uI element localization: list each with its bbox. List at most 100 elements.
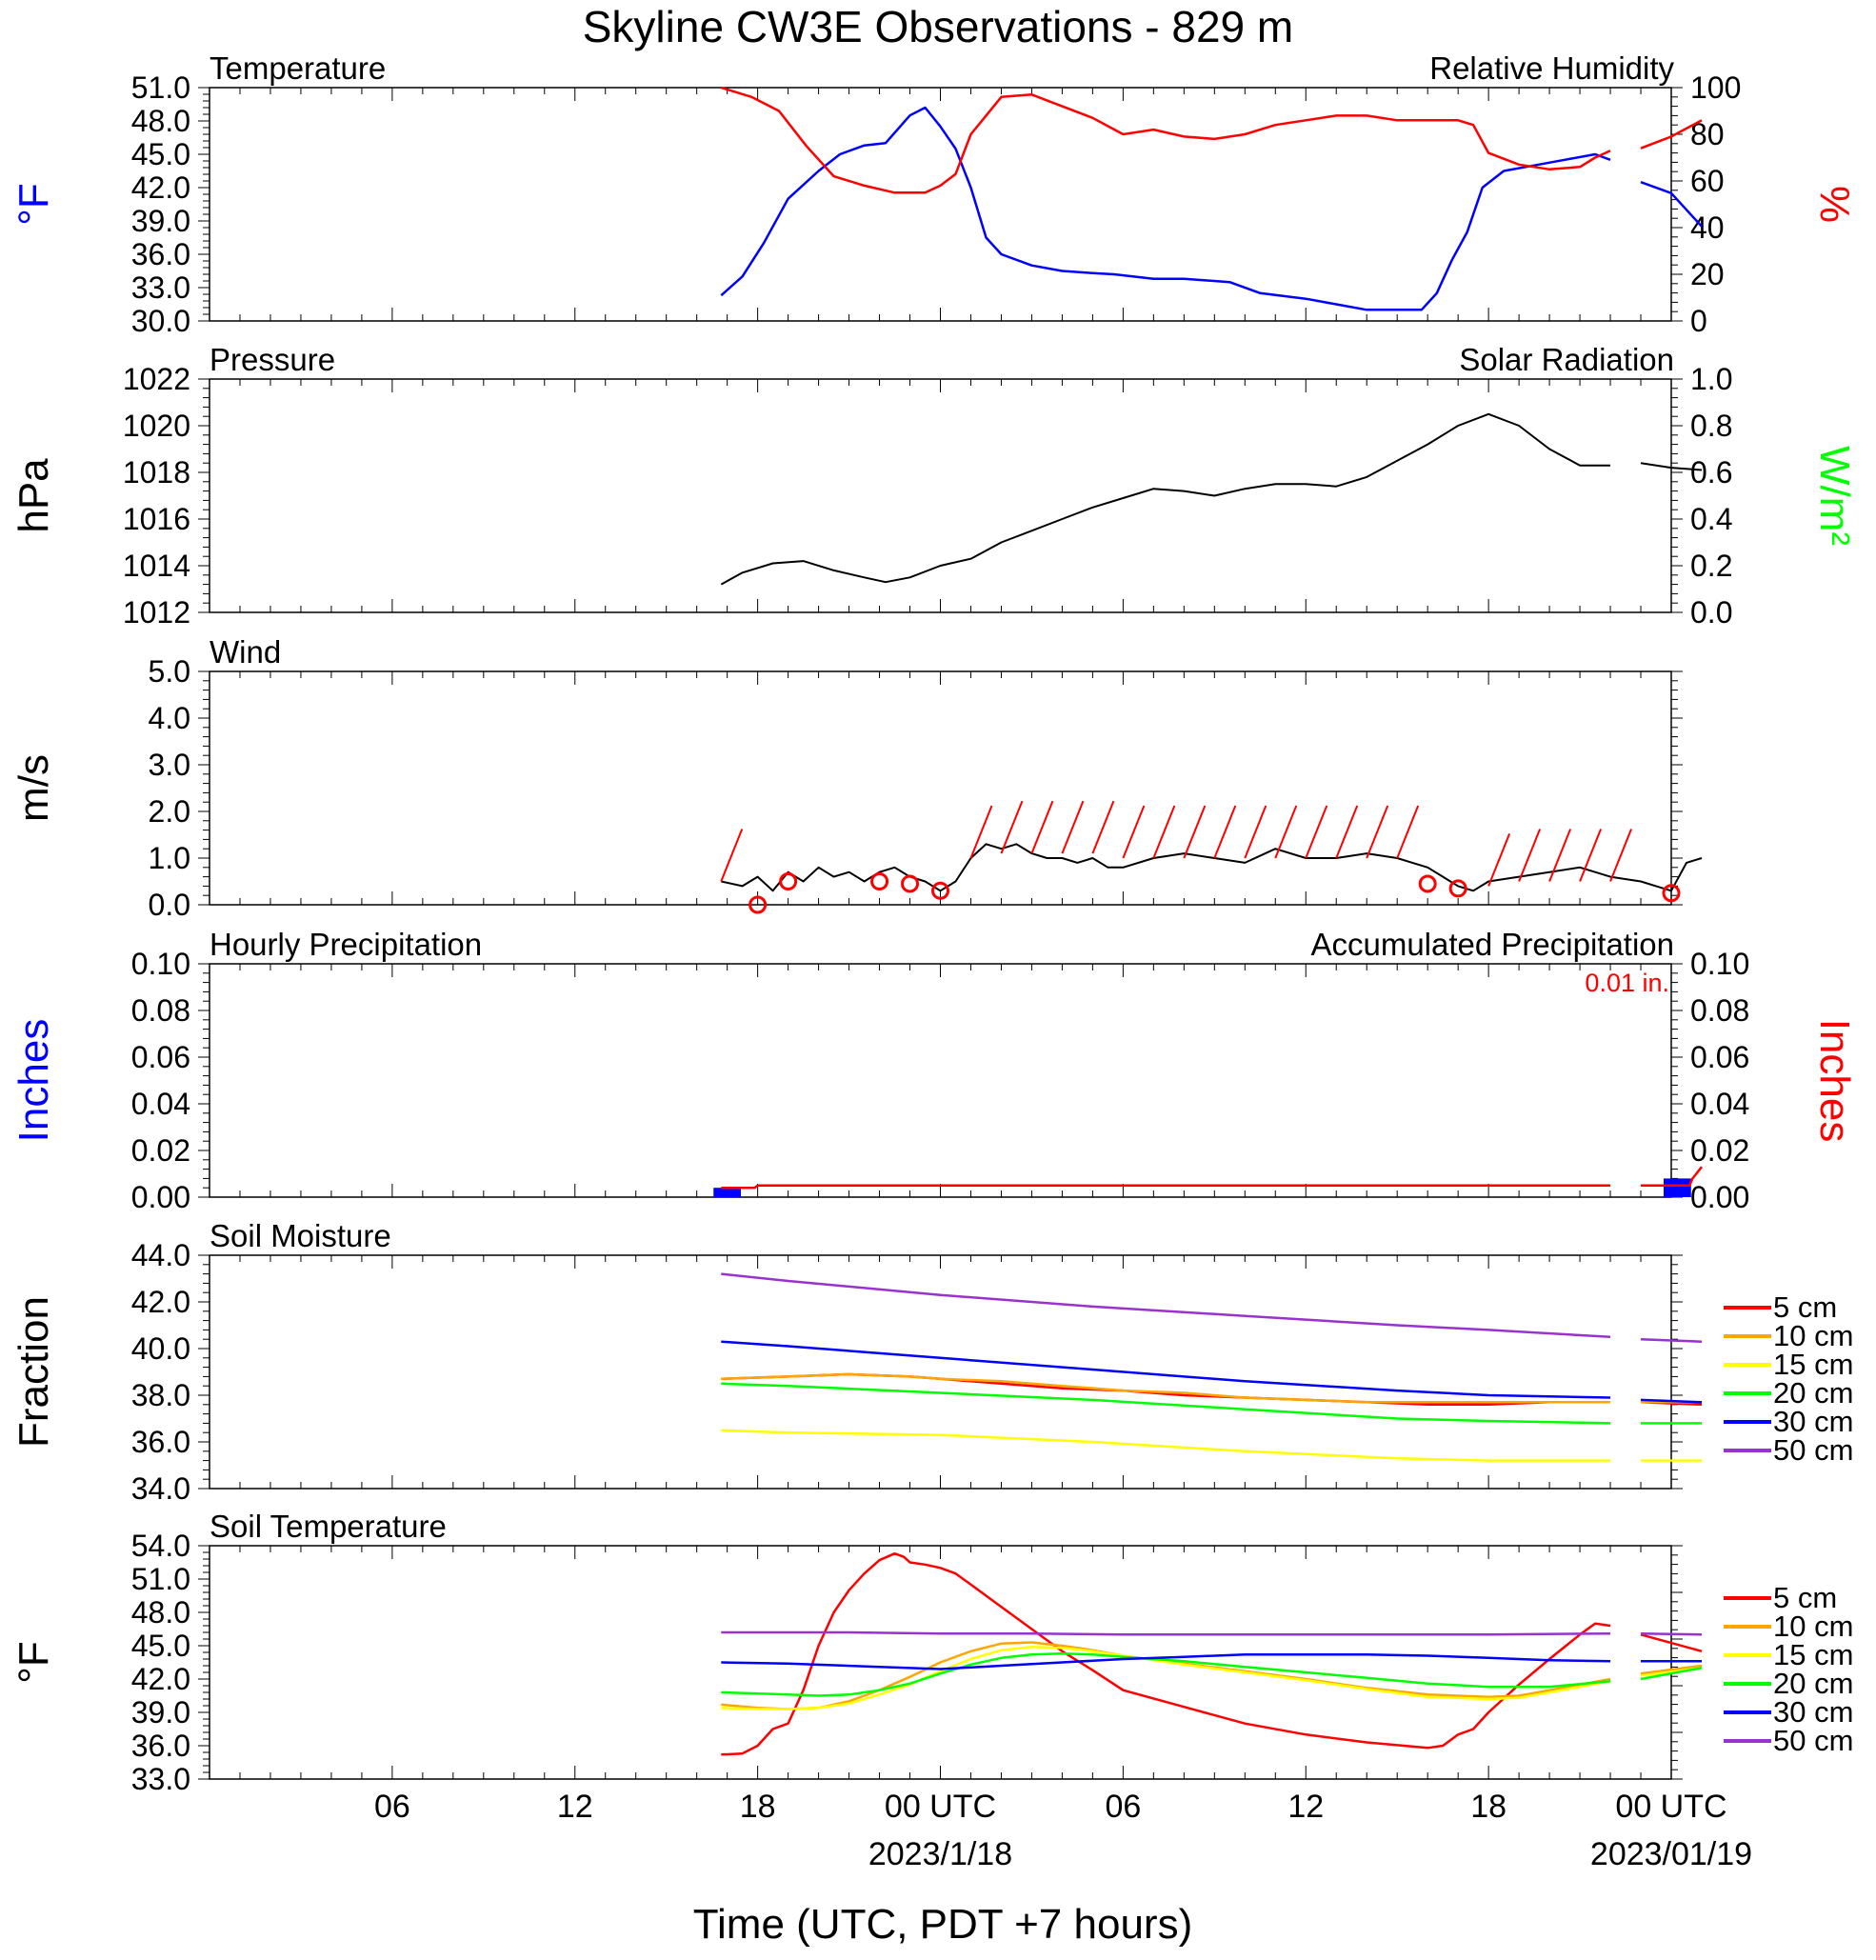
series-50-cm [1640, 1631, 1703, 1636]
y-tick-label: 48.0 [131, 1595, 190, 1630]
y-tick-label: 1016 [123, 502, 190, 536]
y-right-tick-label: 0 [1690, 304, 1707, 338]
y-tick-label: 36.0 [131, 1729, 190, 1763]
x-tick-label: 18 [740, 1789, 776, 1825]
y-axis-label-right: Inches [1811, 1019, 1858, 1143]
series-20-cm [721, 1651, 1611, 1697]
precip-bar [1664, 1178, 1691, 1197]
series-10-cm [721, 1641, 1611, 1710]
plot-frame [209, 670, 1672, 906]
series-5-cm [721, 1551, 1611, 1756]
y-tick-label: 1020 [123, 409, 190, 443]
legend-label: 30 cm [1773, 1695, 1853, 1729]
y-tick-label: 1012 [123, 595, 190, 630]
series-relative-humidity [720, 86, 1611, 194]
wind-direction-barb [1366, 805, 1389, 859]
panel-title-left: Soil Temperature [210, 1509, 447, 1544]
series-10-cm [721, 1372, 1610, 1404]
y-tick-label: 51.0 [131, 70, 190, 105]
panel-pressure: 1012 1014 1016 1018 1020 1022 0.0 0.2 0.4 0.6 0.8 1… [10, 342, 1858, 630]
wind-calm-marker [748, 895, 768, 914]
y-tick-label: 44.0 [131, 1238, 190, 1272]
y-right-tick-label: 0.10 [1690, 947, 1749, 981]
panel-title-left: Pressure [210, 342, 335, 377]
x-tick-date-label: 2023/1/18 [868, 1836, 1012, 1872]
y-tick-label: 33.0 [131, 1762, 190, 1796]
y-tick-label: 30.0 [131, 304, 190, 338]
series-30-cm [721, 1653, 1611, 1670]
wind-direction-barb [1305, 805, 1328, 859]
y-tick-label: 40.0 [131, 1331, 190, 1366]
y-tick-label: 1014 [123, 549, 190, 583]
panel-soil-moisture: 34.0 36.0 38.0 40.0 42.0 44.0 Soil Moisture Fra… [10, 1218, 1853, 1506]
y-right-tick-label: 0.0 [1690, 595, 1732, 630]
legend-label: 15 cm [1773, 1638, 1853, 1671]
wind-calm-marker [1418, 874, 1437, 893]
y-axis-label-left: °F [10, 183, 57, 225]
legend-label: 20 cm [1773, 1667, 1853, 1700]
wind-calm-marker [779, 872, 798, 890]
legend-label: 50 cm [1773, 1433, 1853, 1467]
plot-frame [209, 963, 1672, 1198]
precip-bar [713, 1188, 742, 1197]
series-50-cm [1640, 1337, 1703, 1343]
y-tick-label: 2.0 [149, 794, 190, 829]
y-tick-label: 0.04 [131, 1087, 190, 1121]
y-tick-label: 3.0 [149, 748, 190, 782]
series-50-cm [721, 1630, 1611, 1636]
panel-title-left: Hourly Precipitation [210, 927, 482, 962]
y-right-tick-label: 0.04 [1690, 1087, 1749, 1121]
y-tick-label: 5.0 [149, 654, 190, 689]
wind-direction-barb [1122, 805, 1146, 859]
y-right-tick-label: 0.08 [1690, 993, 1749, 1028]
y-right-tick-label: 60 [1690, 164, 1725, 198]
series-temperature [1640, 181, 1703, 228]
y-right-tick-label: 0.4 [1690, 502, 1732, 536]
wind-direction-barb [1000, 800, 1024, 854]
x-tick-label: 18 [1470, 1789, 1507, 1825]
legend-label: 10 cm [1773, 1319, 1853, 1352]
y-tick-label: 45.0 [131, 137, 190, 171]
panel-wind: 0.0 1.0 2.0 3.0 4.0 5.0 Wind m/s [10, 634, 1703, 922]
y-right-tick-label: 0.2 [1690, 549, 1732, 583]
panel-soil-temp: 33.036.039.042.045.048.051.054.0 Soil Tem… [10, 1509, 1853, 1796]
y-right-tick-label: 0.8 [1690, 409, 1732, 443]
y-tick-label: 42.0 [131, 1662, 190, 1696]
y-tick-label: 1022 [123, 362, 190, 396]
wind-direction-barb [720, 829, 744, 882]
wind-direction-barb [1518, 829, 1542, 882]
y-axis-label-left: Inches [10, 1019, 57, 1143]
series-pressure [720, 412, 1610, 586]
y-tick-label: 39.0 [131, 204, 190, 238]
series-temperature [720, 106, 1611, 311]
legend-label: 30 cm [1773, 1405, 1853, 1438]
panel-title-left: Temperature [210, 50, 386, 86]
y-tick-label: 1018 [123, 455, 190, 490]
y-tick-label: 38.0 [131, 1378, 190, 1412]
panel-title-left: Soil Moisture [210, 1218, 391, 1253]
plot-frame [209, 87, 1672, 322]
series-30-cm [721, 1340, 1611, 1399]
panel-title-right: Solar Radiation [1459, 342, 1674, 377]
y-tick-label: 54.0 [131, 1529, 190, 1563]
wind-direction-barb [1609, 829, 1632, 882]
series-wind [721, 843, 1703, 892]
series-30-cm [1640, 1398, 1703, 1404]
y-axis-label-left: hPa [10, 458, 57, 533]
series-15-cm [721, 1429, 1610, 1462]
plot-frame [209, 378, 1672, 613]
wind-direction-barb [1213, 805, 1237, 859]
wind-direction-barb [1579, 829, 1602, 882]
y-tick-label: 42.0 [131, 1285, 190, 1319]
y-tick-label: 51.0 [131, 1562, 190, 1596]
wind-direction-barb [1335, 805, 1359, 859]
y-right-tick-label: 0.02 [1690, 1133, 1749, 1168]
y-axis-label-left: Fraction [10, 1296, 57, 1448]
y-right-tick-label: 0.00 [1690, 1180, 1749, 1214]
legend-label: 10 cm [1773, 1610, 1853, 1643]
y-axis-label-left: °F [10, 1641, 57, 1683]
y-tick-label: 0.06 [131, 1040, 190, 1074]
y-axis-label-right: % [1811, 186, 1858, 223]
x-axis: 06 12 18 00 UTC 2023/1/18 06 12 18 00 UTC 2023/01… [374, 1789, 1752, 1872]
y-tick-label: 0.0 [149, 888, 190, 922]
